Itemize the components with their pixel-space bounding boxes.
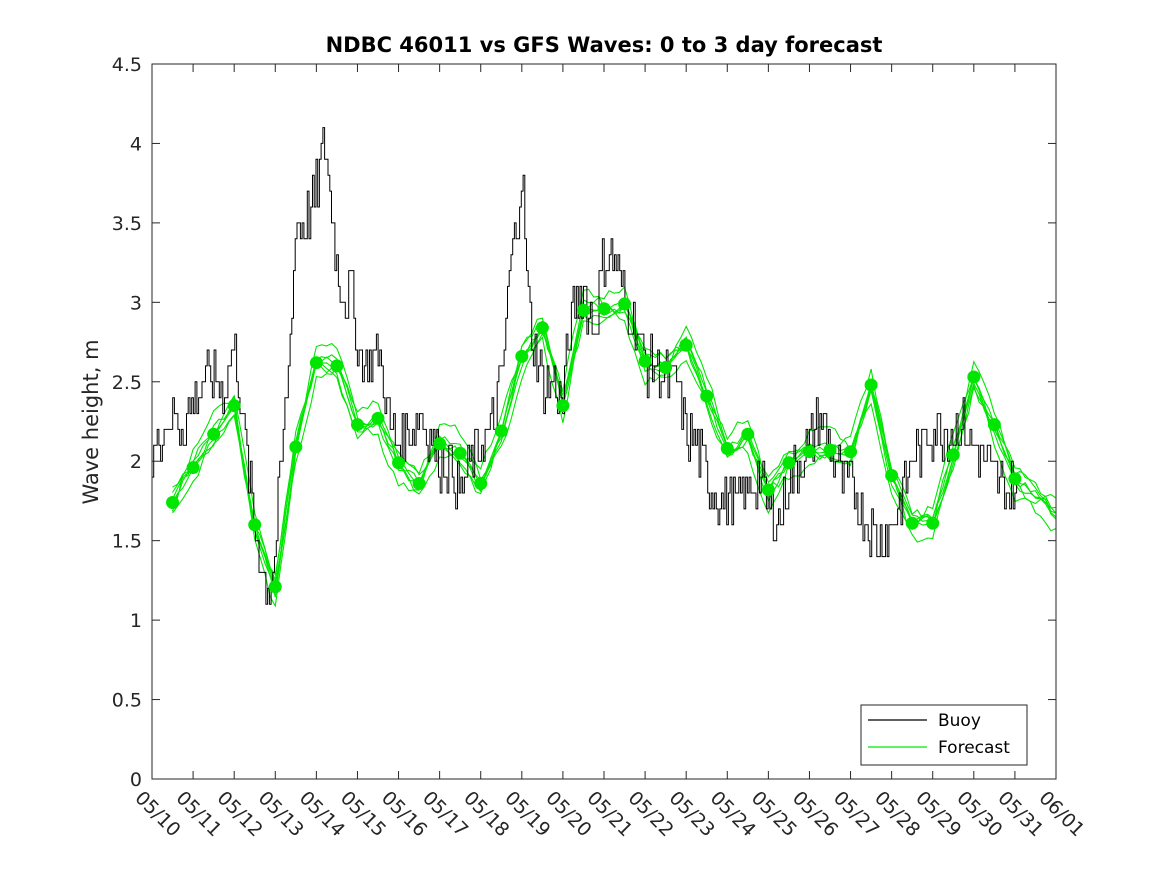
legend-buoy-label: Buoy [938,711,981,731]
forecast-point [330,359,344,373]
forecast-point [556,399,570,413]
forecast-point [576,303,590,317]
legend: Buoy Forecast [860,704,1028,766]
forecast-point [885,469,899,483]
plot-series-group [152,127,1056,608]
forecast-point [720,442,734,456]
forecast-point [946,448,960,462]
forecast-point [700,389,714,403]
forecast-point [392,456,406,470]
y-tick-label: 2.5 [112,372,142,394]
y-tick-label: 0.5 [112,690,142,712]
forecast-point [967,370,981,384]
forecast-point [638,354,652,368]
forecast-point [186,461,200,475]
chart-title: NDBC 46011 vs GFS Waves: 0 to 3 day fore… [326,33,883,57]
forecast-point [782,456,796,470]
forecast-point [802,445,816,459]
forecast-point [618,297,632,311]
y-tick-label: 3.5 [112,213,142,235]
forecast-point [987,418,1001,432]
forecast-point [659,360,673,374]
legend-box [860,704,1028,766]
y-tick-label: 4 [130,133,142,155]
forecast-point [535,321,549,335]
forecast-point [412,476,426,490]
y-axis-label: Wave height, m [79,339,103,504]
forecast-point [494,424,508,438]
forecast-point [433,437,447,451]
series-layer [152,127,1056,608]
forecast-point [823,443,837,457]
buoy-line [152,127,1019,605]
forecast-point [289,440,303,454]
forecast-point [474,476,488,490]
forecast-point [761,483,775,497]
forecast-point [905,516,919,530]
y-tick-label: 3 [130,292,142,314]
forecast-point [597,302,611,316]
forecast-point [926,516,940,530]
y-tick-label: 1.5 [112,531,142,553]
forecast-point [371,411,385,425]
forecast-point [227,399,241,413]
forecast-point [864,378,878,392]
y-tick-label: 2 [130,451,142,473]
forecast-point [453,446,467,460]
forecast-point [309,356,323,370]
forecast-point [679,338,693,352]
forecast-point [1008,472,1022,486]
forecast-point [207,427,221,441]
forecast-point [350,418,364,432]
y-tick-label: 1 [130,610,142,632]
forecast-point [268,580,282,594]
forecast-point [515,349,529,363]
y-tick-label: 0 [130,769,142,791]
legend-forecast-label: Forecast [938,738,1010,758]
forecast-point [166,496,180,510]
forecast-point [248,518,262,532]
y-tick-label: 4.5 [112,54,142,76]
forecast-point [844,445,858,459]
forecast-point [741,427,755,441]
